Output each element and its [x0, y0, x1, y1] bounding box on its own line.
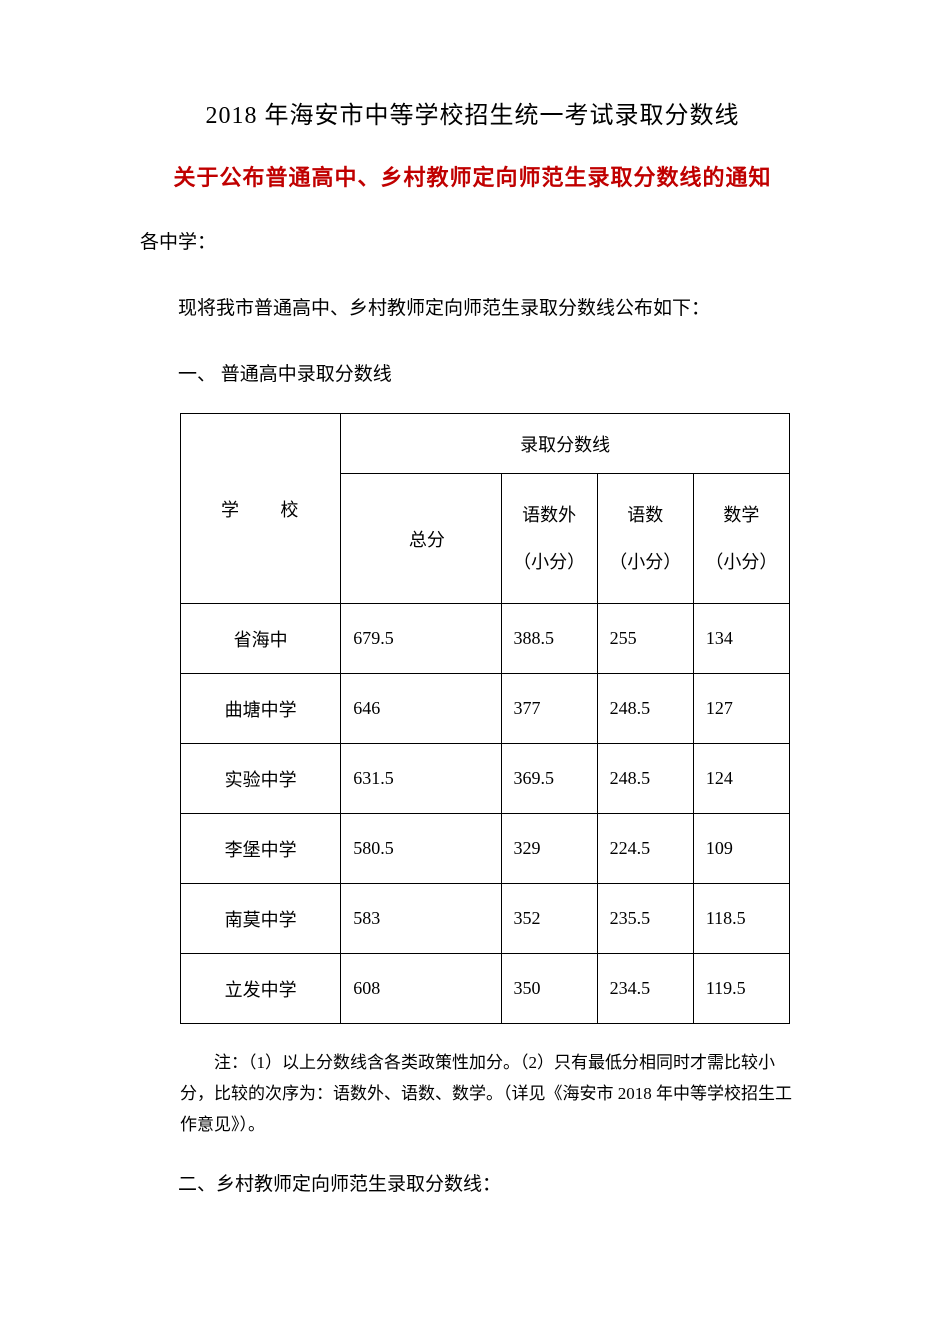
score-table-container: 学 校 录取分数线 总分 语数外 （小分） 语数 （小分） 数学 （小分） 省海… — [140, 413, 805, 1024]
cell-ys: 248.5 — [597, 674, 693, 744]
cell-ysw: 369.5 — [501, 744, 597, 814]
cell-school: 实验中学 — [181, 744, 341, 814]
table-header-scoreline: 录取分数线 — [341, 414, 790, 474]
cell-school: 南莫中学 — [181, 884, 341, 954]
cell-sx: 134 — [693, 604, 789, 674]
cell-total: 580.5 — [341, 814, 501, 884]
cell-school: 立发中学 — [181, 954, 341, 1024]
cell-total: 631.5 — [341, 744, 501, 814]
table-row: 南莫中学 583 352 235.5 118.5 — [181, 884, 790, 954]
cell-sx: 109 — [693, 814, 789, 884]
cell-ys: 248.5 — [597, 744, 693, 814]
intro-paragraph: 现将我市普通高中、乡村教师定向师范生录取分数线公布如下： — [140, 288, 805, 330]
cell-school: 曲塘中学 — [181, 674, 341, 744]
cell-ys: 235.5 — [597, 884, 693, 954]
cell-sx: 119.5 — [693, 954, 789, 1024]
cell-sx: 118.5 — [693, 884, 789, 954]
cell-total: 679.5 — [341, 604, 501, 674]
section-1-header: 一、 普通高中录取分数线 — [140, 354, 805, 396]
table-row: 曲塘中学 646 377 248.5 127 — [181, 674, 790, 744]
table-row: 李堡中学 580.5 329 224.5 109 — [181, 814, 790, 884]
section-2-header: 二、乡村教师定向师范生录取分数线： — [140, 1164, 805, 1206]
cell-total: 646 — [341, 674, 501, 744]
cell-total: 608 — [341, 954, 501, 1024]
cell-ys: 224.5 — [597, 814, 693, 884]
table-note: 注：（1）以上分数线含各类政策性加分。（2）只有最低分相同时才需比较小分，比较的… — [140, 1048, 805, 1140]
notice-title: 关于公布普通高中、乡村教师定向师范生录取分数线的通知 — [140, 160, 805, 192]
cell-sx: 127 — [693, 674, 789, 744]
cell-ysw: 329 — [501, 814, 597, 884]
cell-ys: 234.5 — [597, 954, 693, 1024]
cell-school: 省海中 — [181, 604, 341, 674]
score-table: 学 校 录取分数线 总分 语数外 （小分） 语数 （小分） 数学 （小分） 省海… — [180, 413, 790, 1024]
greeting-text: 各中学： — [140, 222, 805, 264]
table-header-total: 总分 — [341, 474, 501, 604]
cell-ysw: 352 — [501, 884, 597, 954]
cell-sx: 124 — [693, 744, 789, 814]
cell-ysw: 350 — [501, 954, 597, 1024]
table-header-school: 学 校 — [181, 414, 341, 604]
cell-ys: 255 — [597, 604, 693, 674]
table-row: 实验中学 631.5 369.5 248.5 124 — [181, 744, 790, 814]
cell-ysw: 377 — [501, 674, 597, 744]
table-header-ysw: 语数外 （小分） — [501, 474, 597, 604]
table-row: 立发中学 608 350 234.5 119.5 — [181, 954, 790, 1024]
cell-total: 583 — [341, 884, 501, 954]
cell-school: 李堡中学 — [181, 814, 341, 884]
table-row: 省海中 679.5 388.5 255 134 — [181, 604, 790, 674]
cell-ysw: 388.5 — [501, 604, 597, 674]
page-title: 2018 年海安市中等学校招生统一考试录取分数线 — [140, 95, 805, 130]
table-header-sx: 数学 （小分） — [693, 474, 789, 604]
table-header-ys: 语数 （小分） — [597, 474, 693, 604]
